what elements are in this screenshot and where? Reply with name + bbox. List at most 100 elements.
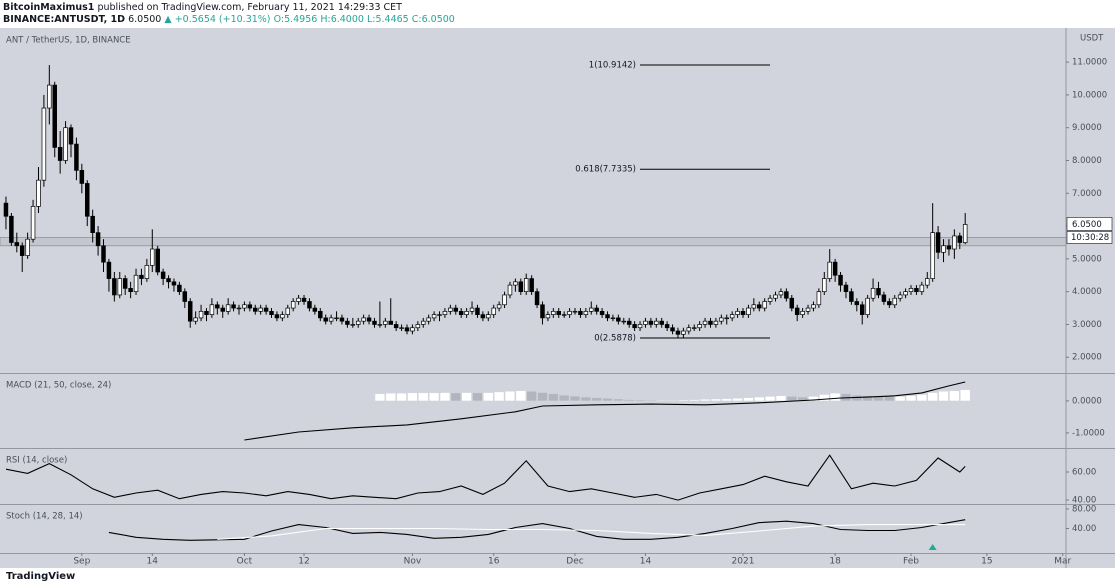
- chart: Sep 14 Oct 12 Nov 16 Dec 14 2021 18 Feb 15 Mar ANT / …: [0, 28, 1115, 568]
- histogram-bar: [927, 392, 938, 402]
- symbol: BINANCE:ANTUSDT, 1D: [3, 14, 126, 25]
- candle-body: [816, 291, 822, 306]
- candle-body: [19, 245, 25, 256]
- candle-body: [664, 324, 670, 329]
- candle-body: [79, 169, 85, 184]
- candle-body: [57, 147, 63, 161]
- candle-body: [605, 314, 610, 319]
- candle-body: [643, 320, 648, 325]
- candle-body: [3, 202, 9, 217]
- candle-body: [63, 127, 68, 161]
- candle-body: [182, 291, 188, 302]
- candle-body: [307, 301, 312, 309]
- histogram-bar: [754, 396, 765, 402]
- candle-body: [225, 304, 231, 312]
- footer: TradingView: [6, 571, 75, 582]
- candle-body: [540, 304, 545, 319]
- y-tick-label: 11.0000: [1072, 58, 1107, 68]
- x-tick-label: 2021: [732, 557, 755, 567]
- candle-body: [101, 245, 106, 263]
- candle-body: [675, 330, 681, 335]
- candle-body: [670, 327, 675, 332]
- candle-body: [746, 307, 751, 315]
- candle-body: [881, 294, 887, 302]
- fib-label: 0(2.5878): [594, 333, 636, 343]
- histogram-bar: [407, 392, 418, 402]
- histogram-bar: [504, 391, 516, 402]
- y-tick-label: 3.0000: [1072, 320, 1102, 330]
- candle-body: [247, 304, 253, 309]
- candle-body: [220, 307, 225, 312]
- candle-body: [290, 301, 296, 309]
- histogram-bar: [472, 392, 483, 402]
- candle-body: [453, 307, 459, 312]
- candle-body: [204, 310, 209, 315]
- candle-body: [838, 274, 843, 286]
- histogram-bar: [699, 399, 711, 402]
- candle-body: [599, 310, 605, 315]
- ohlc-low: L:5.4465: [366, 14, 409, 25]
- histogram-bar: [678, 399, 689, 402]
- indicator-line: [217, 524, 966, 540]
- histogram-bar: [743, 397, 754, 402]
- y-tick-label: 9.0000: [1072, 123, 1102, 133]
- x-tick-label: 12: [298, 557, 309, 567]
- candle-body: [561, 314, 567, 316]
- candle-body: [85, 183, 90, 217]
- x-tick-label: Nov: [404, 557, 422, 567]
- candle-body: [578, 310, 583, 315]
- candle-body: [160, 271, 166, 279]
- candle-body: [258, 307, 263, 312]
- candle-body: [648, 320, 654, 325]
- histogram-bar: [938, 391, 949, 402]
- candle-body: [534, 291, 540, 306]
- candle-body: [962, 224, 968, 243]
- candle-body: [784, 291, 789, 299]
- candle-body: [377, 324, 383, 326]
- candle-body: [74, 143, 79, 171]
- candle-body: [117, 278, 123, 296]
- candle-body: [865, 297, 870, 315]
- candle-body: [388, 320, 393, 325]
- candle-body: [545, 314, 551, 319]
- candle-body: [919, 284, 925, 293]
- candle-body: [719, 317, 724, 322]
- histogram-bar: [515, 390, 526, 402]
- histogram-bar: [656, 400, 667, 402]
- candle-body: [334, 317, 339, 320]
- candle-body: [773, 294, 778, 299]
- candle-body: [637, 324, 643, 329]
- histogram-bar: [396, 393, 407, 402]
- x-tick-label: 15: [981, 557, 992, 567]
- candle-body: [724, 317, 729, 320]
- histogram-bar: [949, 390, 960, 402]
- candle-body: [442, 310, 448, 315]
- candle-body: [486, 314, 491, 319]
- y-tick-label: 8.0000: [1072, 156, 1102, 166]
- candle-body: [323, 317, 328, 322]
- candle-body: [551, 310, 556, 315]
- histogram-bar: [765, 396, 776, 402]
- candle-body: [133, 274, 139, 293]
- histogram-bar: [667, 400, 678, 402]
- candle-body: [415, 324, 421, 329]
- candle-body: [691, 327, 697, 329]
- y-tick-label: 40.00: [1072, 524, 1096, 534]
- histogram-bar: [905, 395, 917, 402]
- histogram-bar: [461, 392, 472, 402]
- y-tick-label: 5.0000: [1072, 254, 1102, 264]
- histogram-bar: [895, 396, 906, 402]
- y-tick-label: -1.0000: [1072, 428, 1105, 438]
- candle-body: [697, 324, 702, 329]
- x-tick-label: 14: [147, 557, 159, 567]
- candle-body: [610, 317, 616, 320]
- panel-title: RSI (14, close): [6, 456, 67, 466]
- candle-body: [345, 320, 350, 325]
- histogram-bar: [689, 399, 700, 402]
- histogram-bar: [418, 392, 429, 402]
- candle-body: [632, 324, 637, 329]
- indicator-line: [5, 454, 966, 501]
- histogram-bar: [559, 394, 570, 402]
- plot-bg: [0, 28, 1066, 568]
- histogram-bar: [548, 393, 559, 402]
